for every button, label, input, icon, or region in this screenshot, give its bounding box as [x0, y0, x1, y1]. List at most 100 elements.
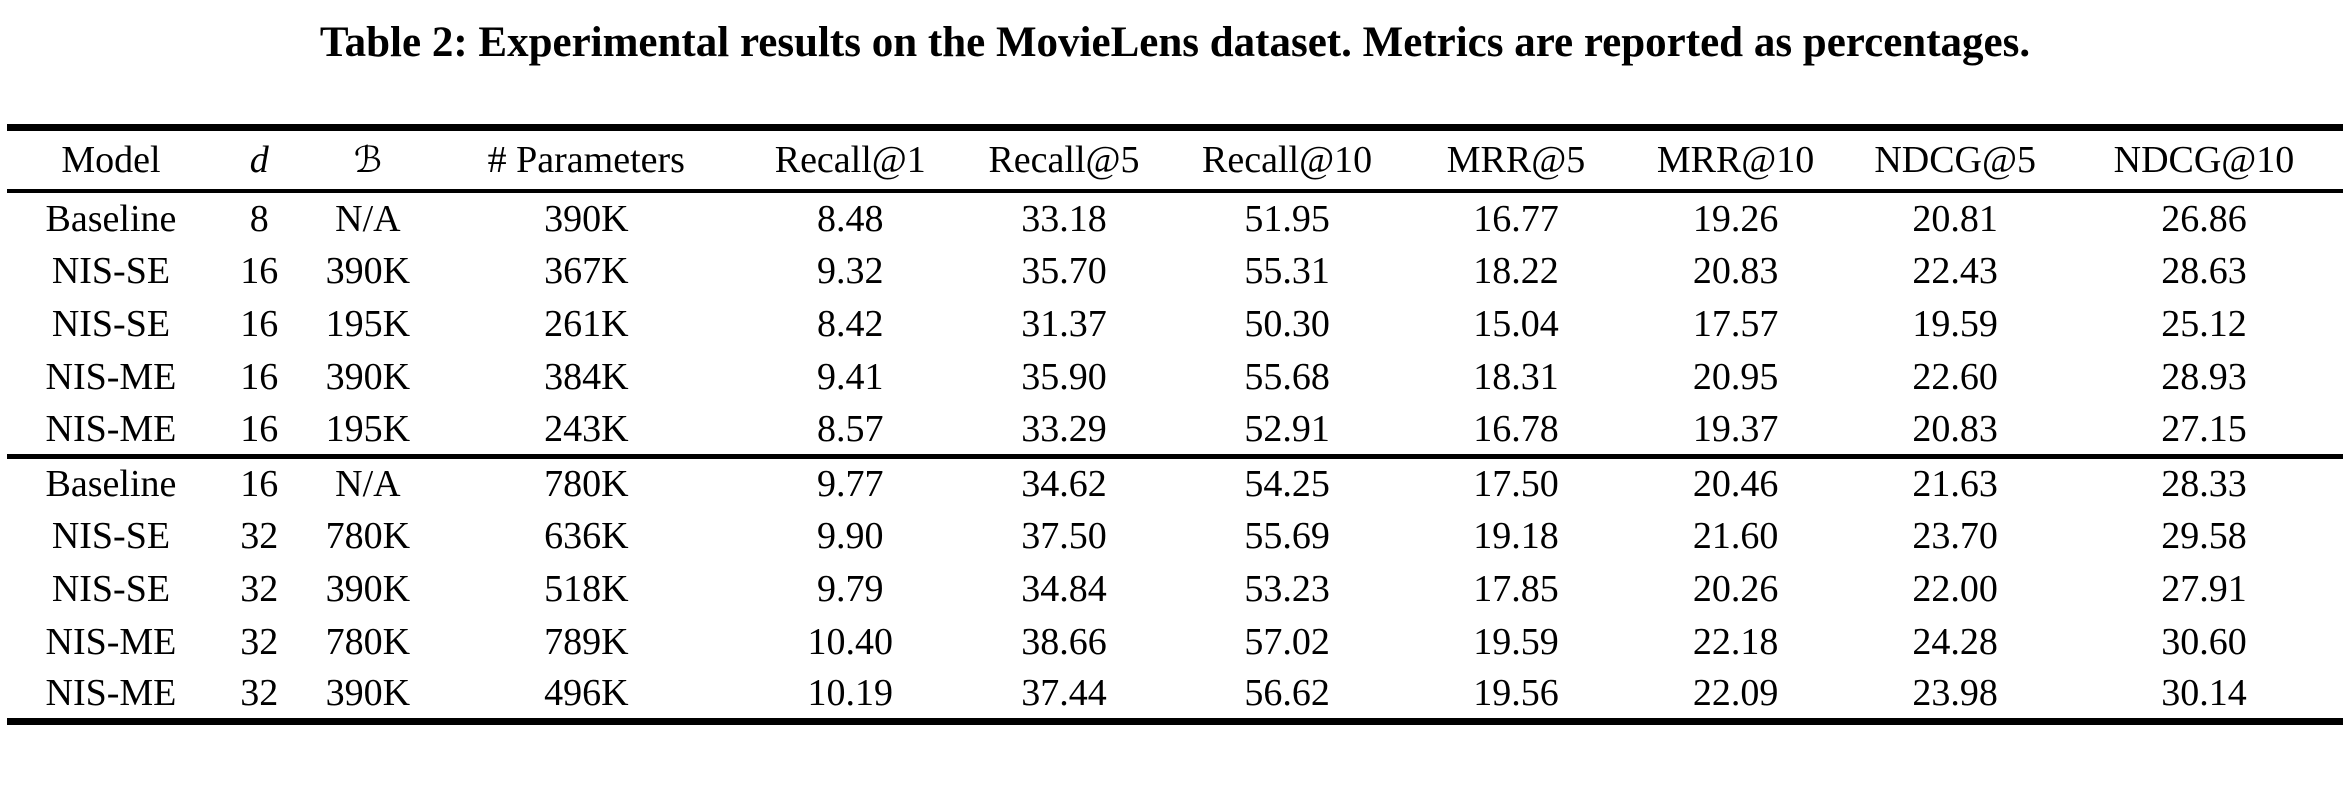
table-cell: 54.25 [1244, 463, 1330, 505]
table-cell: N/A [335, 463, 401, 505]
table-cell: N/A [335, 197, 401, 240]
table-cell: 518K [544, 567, 629, 610]
table-cell: 32 [240, 620, 279, 663]
table-cell: 26.86 [2161, 197, 2247, 240]
table-cell: 57.02 [1244, 620, 1330, 663]
column-header: Recall@10 [1202, 139, 1373, 181]
table-row: NIS-SE 16 390K 367K 9.32 35.70 55.31 18.22 20.83… [7, 244, 2343, 297]
table-cell: 10.19 [807, 672, 894, 714]
table-row: NIS-ME 32 390K 496K 10.19 37.44 56.62 19.56 22.0… [7, 668, 2343, 721]
table-cell: 38.66 [1021, 620, 1107, 663]
table-cell: 20.26 [1692, 567, 1779, 610]
table-cell: 195K [325, 407, 411, 450]
table-cell: 8 [249, 197, 269, 240]
table-cell: 21.63 [1912, 463, 1998, 505]
table-cell: 28.93 [2161, 355, 2247, 398]
table-cell: 390K [325, 249, 411, 292]
table-cell: 37.50 [1021, 514, 1107, 557]
table-cell: 29.58 [2161, 514, 2247, 557]
table-cell: NIS-ME [45, 407, 177, 450]
table-cell: 20.46 [1692, 463, 1779, 505]
table-cell: NIS-ME [45, 355, 177, 398]
table-cell: 17.57 [1692, 302, 1779, 345]
table-cell: 16.78 [1473, 407, 1559, 450]
column-header: # Parameters [487, 139, 685, 181]
table-cell: 16 [240, 302, 279, 345]
column-header: Recall@1 [774, 139, 926, 181]
table-caption: Table 2: Experimental results on the Mov… [319, 19, 2031, 66]
table-cell: 16 [240, 463, 279, 505]
table-cell: 16 [240, 355, 279, 398]
table-cell: 32 [240, 672, 279, 714]
column-header: NDCG@10 [2113, 139, 2295, 181]
table-cell: 33.29 [1021, 407, 1107, 450]
table-cell: 8.57 [817, 407, 884, 450]
table-cell: 24.28 [1912, 620, 1998, 663]
table-cell: 8.42 [817, 302, 884, 345]
table-cell: NIS-SE [51, 567, 171, 610]
table-cell: 50.30 [1244, 302, 1330, 345]
table-cell: 9.32 [817, 249, 884, 292]
table-row: NIS-ME 32 780K 789K 10.40 38.66 57.02 19.59 22.1… [7, 615, 2343, 668]
table-cell: NIS-SE [51, 514, 171, 557]
table-cell: 19.56 [1473, 672, 1559, 714]
table-cell: NIS-ME [45, 672, 177, 714]
table-cell: NIS-SE [51, 302, 171, 345]
table-cell: 195K [325, 302, 411, 345]
column-header: d [249, 139, 269, 181]
table-cell: 19.26 [1692, 197, 1779, 240]
table-cell: 22.43 [1912, 249, 1998, 292]
table-cell: NIS-ME [45, 620, 177, 663]
group-2: Baseline 16 N/A 780K 9.77 34.62 54.25 17.50 20.4… [7, 456, 2343, 721]
table-cell: 22.60 [1912, 355, 1998, 398]
table-cell: 55.31 [1244, 249, 1330, 292]
table-row: NIS-ME 16 390K 384K 9.41 35.90 55.68 18.31 20.95… [7, 350, 2343, 403]
header-row: Model d ℬ # Parameters Recall@1 Recall@5 Recal… [7, 127, 2343, 192]
table-cell: NIS-SE [51, 249, 171, 292]
table-cell: 34.84 [1021, 567, 1107, 610]
table-cell: 35.90 [1021, 355, 1107, 398]
column-header: MRR@5 [1446, 139, 1586, 181]
table-cell: 22.09 [1692, 672, 1779, 714]
table-cell: Baseline [45, 463, 177, 505]
table-container: Model d ℬ # Parameters Recall@1 Recall@5 Recal… [7, 123, 2343, 725]
table-cell: 19.59 [1473, 620, 1559, 663]
table-cell: 16 [240, 249, 279, 292]
table-cell: 15.04 [1473, 302, 1559, 345]
table-cell: 16 [240, 407, 279, 450]
table-cell: 55.68 [1244, 355, 1330, 398]
column-header: ℬ [353, 139, 383, 181]
table-cell: 28.63 [2161, 249, 2247, 292]
table-cell: 55.69 [1244, 514, 1330, 557]
table-cell: 18.31 [1473, 355, 1559, 398]
table-cell: 56.62 [1244, 672, 1330, 714]
table-cell: 20.95 [1692, 355, 1779, 398]
table-cell: 9.77 [817, 463, 884, 505]
table-cell: 9.41 [817, 355, 884, 398]
table-cell: 30.14 [2161, 672, 2247, 714]
table-row: NIS-ME 16 195K 243K 8.57 33.29 52.91 16.78 19.37… [7, 403, 2343, 456]
table-cell: 32 [240, 567, 279, 610]
table-cell: 8.48 [817, 197, 884, 240]
table-cell: 27.15 [2161, 407, 2247, 450]
table-cell: 10.40 [807, 620, 894, 663]
results-table: Model d ℬ # Parameters Recall@1 Recall@5 Recal… [7, 123, 2343, 725]
table-row: Baseline 8 N/A 390K 8.48 33.18 51.95 16.77 19.26… [7, 191, 2343, 244]
table-cell: 31.37 [1021, 302, 1107, 345]
table-cell: 34.62 [1021, 463, 1107, 505]
table-cell: Baseline [45, 197, 177, 240]
table-cell: 261K [544, 302, 629, 345]
table-cell: 23.98 [1912, 672, 1998, 714]
table-cell: 243K [544, 407, 629, 450]
group-1: Baseline 8 N/A 390K 8.48 33.18 51.95 16.77 19.26… [7, 191, 2343, 456]
table-cell: 19.37 [1692, 407, 1779, 450]
table-row: Baseline 16 N/A 780K 9.77 34.62 54.25 17.50 20.4… [7, 456, 2343, 509]
table-cell: 32 [240, 514, 279, 557]
table-cell: 20.83 [1912, 407, 1998, 450]
column-header: NDCG@5 [1874, 139, 2036, 181]
table-cell: 16.77 [1473, 197, 1559, 240]
table-cell: 52.91 [1244, 407, 1330, 450]
table-cell: 19.18 [1473, 514, 1559, 557]
column-header: Model [61, 139, 161, 181]
